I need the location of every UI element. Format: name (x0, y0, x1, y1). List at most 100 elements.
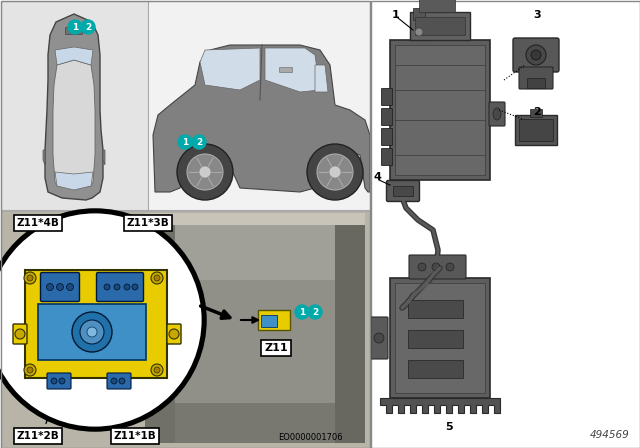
Circle shape (56, 284, 63, 290)
Text: 2: 2 (196, 138, 202, 146)
Polygon shape (45, 14, 103, 200)
FancyBboxPatch shape (13, 324, 27, 344)
Circle shape (72, 312, 112, 352)
FancyBboxPatch shape (25, 270, 167, 378)
Circle shape (317, 154, 353, 190)
Ellipse shape (493, 108, 501, 120)
Polygon shape (55, 172, 93, 190)
Text: 5: 5 (445, 422, 452, 432)
Circle shape (295, 305, 309, 319)
Text: Z11: Z11 (264, 343, 288, 353)
Circle shape (177, 144, 233, 200)
Polygon shape (200, 48, 260, 90)
Circle shape (24, 272, 36, 284)
FancyBboxPatch shape (410, 18, 428, 40)
Circle shape (187, 154, 223, 190)
Circle shape (192, 135, 206, 149)
FancyBboxPatch shape (381, 129, 392, 146)
FancyBboxPatch shape (335, 213, 365, 443)
FancyBboxPatch shape (280, 68, 292, 73)
Text: 494569: 494569 (590, 430, 630, 440)
FancyBboxPatch shape (145, 213, 365, 225)
FancyBboxPatch shape (395, 45, 485, 175)
FancyBboxPatch shape (145, 403, 365, 443)
FancyBboxPatch shape (515, 115, 557, 145)
Circle shape (531, 50, 541, 60)
FancyBboxPatch shape (489, 102, 505, 126)
Polygon shape (153, 45, 370, 192)
FancyBboxPatch shape (393, 186, 413, 196)
Circle shape (132, 284, 138, 290)
FancyBboxPatch shape (145, 213, 175, 443)
FancyBboxPatch shape (387, 181, 419, 202)
Circle shape (418, 263, 426, 271)
FancyBboxPatch shape (390, 40, 490, 180)
Polygon shape (265, 48, 320, 92)
FancyBboxPatch shape (97, 272, 143, 302)
FancyBboxPatch shape (381, 89, 392, 105)
FancyBboxPatch shape (145, 213, 365, 443)
FancyBboxPatch shape (381, 148, 392, 165)
FancyBboxPatch shape (38, 304, 146, 360)
Text: Z11*2B: Z11*2B (17, 431, 60, 441)
FancyBboxPatch shape (519, 67, 553, 89)
Circle shape (415, 28, 423, 36)
FancyBboxPatch shape (415, 17, 465, 35)
Polygon shape (315, 65, 328, 92)
Circle shape (111, 378, 117, 384)
FancyBboxPatch shape (65, 27, 83, 34)
FancyBboxPatch shape (408, 330, 463, 348)
Circle shape (67, 284, 74, 290)
Text: 1: 1 (299, 307, 305, 316)
FancyBboxPatch shape (371, 0, 639, 448)
FancyBboxPatch shape (390, 278, 490, 398)
FancyBboxPatch shape (107, 373, 131, 389)
Text: 2: 2 (85, 22, 91, 31)
Text: 2: 2 (312, 307, 318, 316)
Circle shape (0, 212, 203, 428)
Circle shape (119, 378, 125, 384)
Circle shape (307, 144, 363, 200)
Circle shape (104, 284, 110, 290)
FancyBboxPatch shape (419, 0, 456, 13)
Circle shape (124, 284, 130, 290)
FancyBboxPatch shape (527, 78, 545, 88)
Circle shape (59, 378, 65, 384)
Circle shape (154, 367, 160, 373)
FancyBboxPatch shape (47, 373, 71, 389)
Circle shape (68, 20, 82, 34)
FancyBboxPatch shape (408, 360, 463, 378)
FancyBboxPatch shape (409, 255, 466, 279)
Circle shape (329, 166, 341, 178)
Circle shape (51, 378, 57, 384)
Circle shape (27, 275, 33, 281)
Circle shape (80, 320, 104, 344)
Text: Z11*3B: Z11*3B (127, 218, 170, 228)
Text: EO0000001706: EO0000001706 (278, 433, 342, 442)
FancyBboxPatch shape (410, 12, 470, 40)
FancyBboxPatch shape (1, 0, 147, 210)
FancyBboxPatch shape (258, 310, 290, 330)
FancyBboxPatch shape (261, 315, 277, 327)
Circle shape (151, 364, 163, 376)
Circle shape (446, 263, 454, 271)
Circle shape (47, 284, 54, 290)
FancyBboxPatch shape (395, 283, 485, 393)
FancyBboxPatch shape (381, 108, 392, 125)
FancyBboxPatch shape (145, 215, 365, 280)
Text: 1: 1 (182, 138, 188, 146)
Circle shape (526, 45, 546, 65)
FancyBboxPatch shape (1, 211, 369, 448)
Polygon shape (43, 150, 45, 165)
Polygon shape (53, 60, 95, 188)
Polygon shape (103, 150, 105, 165)
FancyBboxPatch shape (148, 0, 369, 210)
Text: 1: 1 (72, 22, 78, 31)
FancyBboxPatch shape (40, 272, 79, 302)
Circle shape (114, 284, 120, 290)
Circle shape (87, 327, 97, 337)
Text: 2: 2 (533, 107, 541, 117)
Circle shape (169, 329, 179, 339)
Text: 1: 1 (392, 10, 400, 20)
Circle shape (81, 20, 95, 34)
